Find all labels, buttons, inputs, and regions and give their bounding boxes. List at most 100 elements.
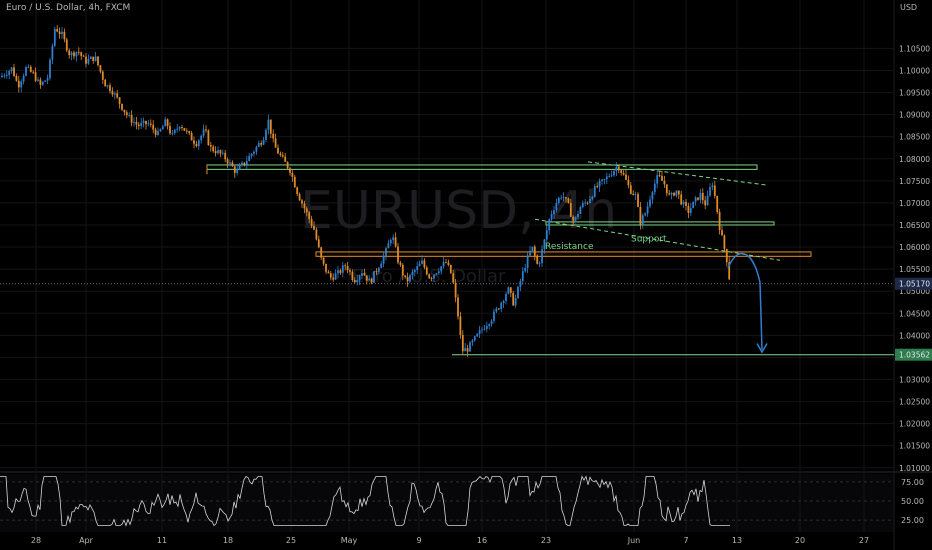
candle-body: [29, 66, 32, 72]
x-tick-label: 11: [157, 536, 167, 545]
candle-body: [166, 119, 169, 127]
candle-body: [637, 194, 639, 207]
candle-body: [668, 193, 671, 195]
y-tick-label: 1.02000: [899, 420, 930, 429]
y-tick-label: 1.01000: [899, 464, 930, 473]
candle-body: [205, 129, 207, 131]
candle-body: [586, 202, 589, 204]
candle-body: [428, 274, 431, 279]
candle-body: [543, 239, 546, 250]
candle-body: [454, 282, 457, 298]
candle-body: [476, 333, 479, 337]
y-tick-label: 1.06000: [899, 243, 930, 252]
candle-body: [68, 50, 71, 56]
target-price-label: 1.03562: [899, 351, 930, 360]
candle-body: [553, 210, 555, 215]
candle-body: [502, 301, 505, 303]
candle-body: [697, 197, 699, 200]
candle-body: [125, 112, 128, 116]
candle-body: [617, 167, 620, 171]
candle-body: [399, 262, 402, 265]
rsi-tick-label: 75.00: [901, 478, 924, 487]
candle-body: [49, 59, 51, 79]
candle-body: [310, 219, 313, 226]
candle-body: [17, 80, 20, 88]
candle-body: [514, 298, 517, 306]
candle-body: [185, 130, 188, 132]
x-tick-label: 25: [286, 536, 296, 545]
candle-body: [433, 274, 435, 279]
candle-body: [121, 103, 123, 110]
candle-body: [209, 145, 212, 147]
candle-body: [656, 175, 659, 184]
candle-body: [99, 65, 102, 72]
candle-body: [317, 239, 320, 248]
candle-body: [334, 273, 337, 280]
target-price-badge: [895, 348, 932, 361]
candle-body: [555, 203, 558, 211]
candle-body: [202, 129, 205, 136]
candle-body: [253, 151, 255, 154]
candle-body: [325, 263, 327, 272]
candle-body: [315, 229, 318, 240]
candle-body: [507, 287, 510, 294]
chart-title: Euro / U.S. Dollar, 4h, FXCM: [6, 3, 131, 13]
y-tick-label: 1.02500: [899, 398, 930, 407]
candle-body: [257, 143, 260, 147]
candle-body: [572, 216, 575, 221]
candle-body: [663, 180, 666, 185]
candle-body: [10, 67, 13, 71]
y-tick-label: 1.03000: [899, 375, 930, 384]
candle-body: [411, 272, 414, 276]
candle-body: [481, 329, 483, 331]
candle-body: [262, 140, 265, 145]
y-tick-label: 1.10500: [899, 44, 930, 53]
x-tick-label: 27: [859, 536, 869, 545]
candle-body: [341, 265, 344, 273]
candle-body: [505, 293, 507, 302]
candle-body: [485, 326, 488, 329]
candle-body: [241, 162, 243, 166]
candle-body: [461, 334, 464, 352]
candle-body: [56, 28, 59, 32]
candle-body: [445, 262, 447, 263]
candle-body: [142, 120, 145, 123]
candle-body: [596, 186, 599, 187]
candle-body: [713, 185, 716, 196]
candle-body: [670, 192, 673, 195]
candle-body: [721, 230, 723, 236]
candle-body: [214, 151, 217, 154]
candle-body: [615, 167, 618, 171]
candle-body: [603, 179, 606, 180]
candle-body: [610, 175, 613, 177]
candle-body: [682, 201, 685, 205]
y-tick-label: 1.08500: [899, 133, 930, 142]
candle-body: [61, 31, 63, 35]
candle-body: [557, 197, 560, 204]
candle-body: [425, 267, 428, 275]
candle-body: [231, 162, 234, 167]
candle-body: [255, 146, 258, 152]
annotation-resistance: Resistance: [545, 242, 594, 252]
candle-body: [512, 292, 515, 306]
candle-body: [145, 120, 147, 125]
candle-body: [361, 273, 363, 276]
candle-body: [97, 56, 99, 66]
candle-body: [536, 255, 539, 264]
candle-body: [75, 51, 78, 57]
candle-body: [207, 130, 210, 146]
candle-body: [265, 129, 267, 141]
x-tick-label: Apr: [79, 536, 94, 545]
candle-body: [152, 124, 155, 130]
candle-body: [92, 56, 95, 61]
candle-body: [447, 262, 450, 265]
candle-body: [226, 159, 229, 164]
candle-body: [687, 205, 690, 213]
candle-body: [109, 85, 111, 92]
candle-body: [349, 270, 351, 272]
candle-body: [65, 39, 68, 51]
watermark-symbol: EURUSD, 4h: [300, 181, 617, 241]
candle-body: [212, 146, 215, 152]
candle-body: [685, 201, 687, 206]
